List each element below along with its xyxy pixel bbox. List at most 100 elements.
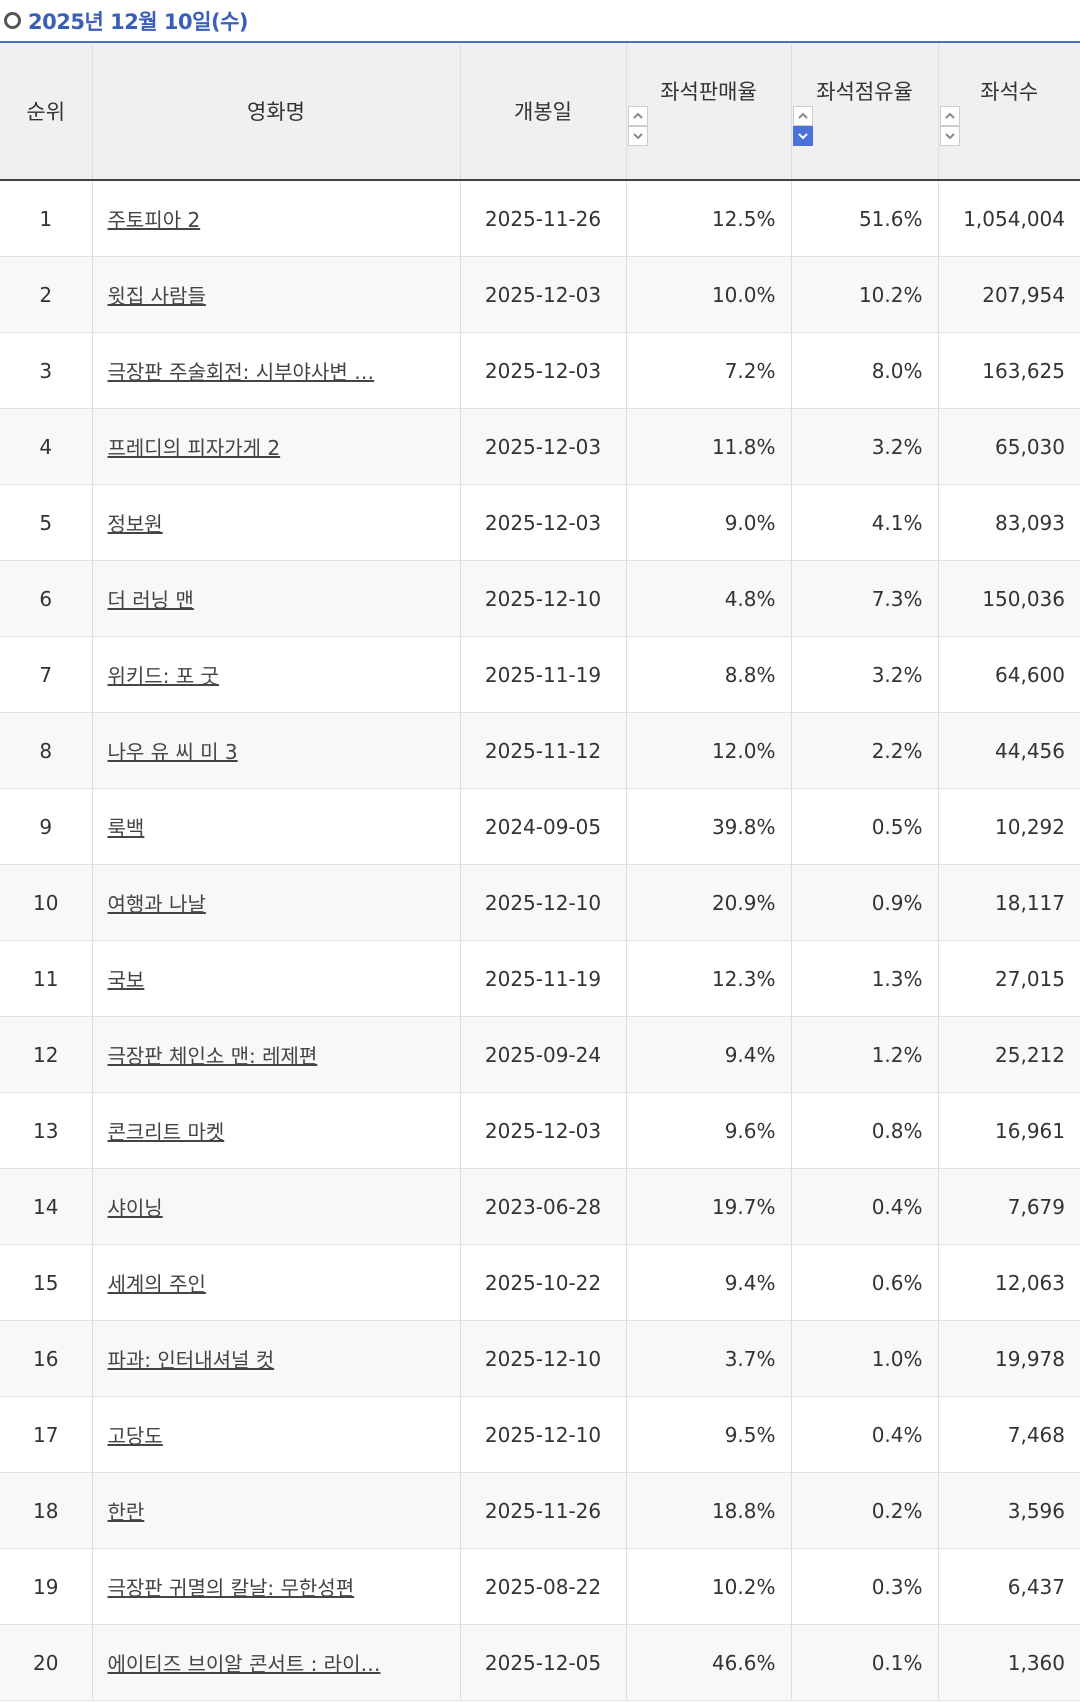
cell: 19 bbox=[0, 1548, 92, 1625]
table-row: 6 더 러닝 맨 2025-12-10 4.8% 7.3% 150,036 bbox=[0, 560, 1080, 637]
sort-asc[interactable] bbox=[792, 106, 813, 126]
cell: 0.4% bbox=[790, 1396, 938, 1473]
cell: 39.8% bbox=[625, 788, 791, 865]
column-header: 순위 bbox=[0, 43, 92, 181]
sort-desc[interactable] bbox=[792, 126, 813, 146]
date-header: 2025년 12월 10일(수) bbox=[0, 0, 1080, 43]
movie-link[interactable]: 고당도 bbox=[107, 1424, 163, 1448]
movie-link[interactable]: 극장판 체인소 맨: 레제편 bbox=[107, 1044, 318, 1068]
table-row: 9 룩백 2024-09-05 39.8% 0.5% 10,292 bbox=[0, 788, 1080, 865]
cell: 16 bbox=[0, 1320, 92, 1397]
cell: 12.5% bbox=[625, 180, 791, 257]
sort-desc[interactable] bbox=[627, 126, 648, 146]
movie-link[interactable]: 여행과 나날 bbox=[107, 892, 206, 916]
table-head: 순위 영화명 개봉일 좌석판매율 좌석점유율 좌석수 bbox=[0, 43, 1080, 181]
cell: 한란 bbox=[91, 1472, 460, 1549]
movie-link[interactable]: 에이티즈 브이알 콘서트 : 라이… bbox=[107, 1652, 381, 1676]
cell: 위키드: 포 굿 bbox=[91, 636, 460, 713]
movie-link[interactable]: 프레디의 피자가게 2 bbox=[107, 436, 281, 460]
cell: 3,596 bbox=[937, 1472, 1080, 1549]
cell: 윗집 사람들 bbox=[91, 256, 460, 333]
movie-link[interactable]: 극장판 귀멸의 칼날: 무한성편 bbox=[107, 1576, 355, 1600]
table-row: 1 주토피아 2 2025-11-26 12.5% 51.6% 1,054,004 bbox=[0, 180, 1080, 257]
movie-link[interactable]: 나우 유 씨 미 3 bbox=[107, 740, 238, 764]
sort-asc[interactable] bbox=[939, 106, 960, 126]
cell: 2025-11-26 bbox=[459, 180, 626, 257]
table-row: 12 극장판 체인소 맨: 레제편 2025-09-24 9.4% 1.2% 25,212 bbox=[0, 1016, 1080, 1093]
cell: 46.6% bbox=[625, 1624, 791, 1701]
cell: 2025-12-05 bbox=[459, 1624, 626, 1701]
cell: 18.8% bbox=[625, 1472, 791, 1549]
chevron bbox=[632, 112, 643, 119]
table-row: 15 세계의 주인 2025-10-22 9.4% 0.6% 12,063 bbox=[0, 1244, 1080, 1321]
movie-link[interactable]: 더 러닝 맨 bbox=[107, 588, 194, 612]
cell: 2025-12-10 bbox=[459, 560, 626, 637]
column-label: 좌석수 bbox=[980, 80, 1039, 104]
cell: 0.6% bbox=[790, 1244, 938, 1321]
cell: 9.4% bbox=[625, 1016, 791, 1093]
movie-link[interactable]: 콘크리트 마켓 bbox=[107, 1120, 225, 1144]
movie-link[interactable]: 룩백 bbox=[107, 816, 145, 840]
movie-link[interactable]: 국보 bbox=[107, 968, 145, 992]
cell: 나우 유 씨 미 3 bbox=[91, 712, 460, 789]
cell: 9.6% bbox=[625, 1092, 791, 1169]
cell: 15 bbox=[0, 1244, 92, 1321]
table-row: 19 극장판 귀멸의 칼날: 무한성편 2025-08-22 10.2% 0.3% 6,4… bbox=[0, 1548, 1080, 1625]
table-row: 11 국보 2025-11-19 12.3% 1.3% 27,015 bbox=[0, 940, 1080, 1017]
movie-link[interactable]: 세계의 주인 bbox=[107, 1272, 206, 1296]
cell: 9.4% bbox=[625, 1244, 791, 1321]
table-row: 10 여행과 나날 2025-12-10 20.9% 0.9% 18,117 bbox=[0, 864, 1080, 941]
movie-link[interactable]: 윗집 사람들 bbox=[107, 284, 206, 308]
movie-link[interactable]: 정보원 bbox=[107, 512, 163, 536]
cell: 1.3% bbox=[790, 940, 938, 1017]
cell: 9 bbox=[0, 788, 92, 865]
cell: 콘크리트 마켓 bbox=[91, 1092, 460, 1169]
cell: 8.8% bbox=[625, 636, 791, 713]
cell: 12,063 bbox=[937, 1244, 1080, 1321]
table-body: 1 주토피아 2 2025-11-26 12.5% 51.6% 1,054,004 2 윗집 … bbox=[0, 180, 1080, 1701]
cell: 14 bbox=[0, 1168, 92, 1245]
cell: 7.2% bbox=[625, 332, 791, 409]
cell: 10.2% bbox=[790, 256, 938, 333]
cell: 더 러닝 맨 bbox=[91, 560, 460, 637]
bullet bbox=[4, 12, 21, 29]
movie-link[interactable]: 샤이닝 bbox=[107, 1196, 163, 1220]
cell: 2023-06-28 bbox=[459, 1168, 626, 1245]
cell: 주토피아 2 bbox=[91, 180, 460, 257]
cell: 2025-12-03 bbox=[459, 332, 626, 409]
chevron bbox=[797, 112, 808, 119]
cell: 10.0% bbox=[625, 256, 791, 333]
movie-link[interactable]: 한란 bbox=[107, 1500, 145, 1524]
cell: 44,456 bbox=[937, 712, 1080, 789]
cell: 9.5% bbox=[625, 1396, 791, 1473]
movie-link[interactable]: 극장판 주술회전: 시부야사변 … bbox=[107, 360, 375, 384]
movie-link[interactable]: 위키드: 포 굿 bbox=[107, 664, 219, 688]
table-row: 4 프레디의 피자가게 2 2025-12-03 11.8% 3.2% 65,030 bbox=[0, 408, 1080, 485]
cell: 세계의 주인 bbox=[91, 1244, 460, 1321]
cell: 0.9% bbox=[790, 864, 938, 941]
header-row: 순위 영화명 개봉일 좌석판매율 좌석점유율 좌석수 bbox=[0, 43, 1080, 181]
cell: 극장판 주술회전: 시부야사변 … bbox=[91, 332, 460, 409]
column-label: 영화명 bbox=[247, 100, 305, 124]
cell: 2025-12-10 bbox=[459, 1320, 626, 1397]
cell: 207,954 bbox=[937, 256, 1080, 333]
cell: 2025-12-03 bbox=[459, 256, 626, 333]
movie-link[interactable]: 주토피아 2 bbox=[107, 208, 201, 232]
cell: 6,437 bbox=[937, 1548, 1080, 1625]
chevron bbox=[944, 112, 955, 119]
sort-asc[interactable] bbox=[627, 106, 648, 126]
cell: 25,212 bbox=[937, 1016, 1080, 1093]
cell: 10,292 bbox=[937, 788, 1080, 865]
table-row: 20 에이티즈 브이알 콘서트 : 라이… 2025-12-05 46.6% 0.1% 1… bbox=[0, 1624, 1080, 1701]
cell: 3.2% bbox=[790, 636, 938, 713]
cell: 룩백 bbox=[91, 788, 460, 865]
cell: 2024-09-05 bbox=[459, 788, 626, 865]
movie-link[interactable]: 파과: 인터내셔널 컷 bbox=[107, 1348, 275, 1372]
column-header: 좌석점유율 bbox=[790, 43, 938, 181]
table-row: 17 고당도 2025-12-10 9.5% 0.4% 7,468 bbox=[0, 1396, 1080, 1473]
cell: 17 bbox=[0, 1396, 92, 1473]
cell: 샤이닝 bbox=[91, 1168, 460, 1245]
sort-desc[interactable] bbox=[939, 126, 960, 146]
cell: 19,978 bbox=[937, 1320, 1080, 1397]
